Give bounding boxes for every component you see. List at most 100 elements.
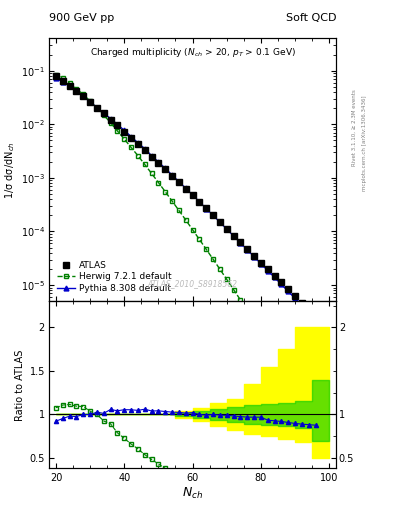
Pythia 8.308 default bbox=[306, 309, 311, 315]
Herwig 7.2.1 default bbox=[211, 256, 215, 262]
ATLAS bbox=[286, 286, 290, 292]
Y-axis label: Ratio to ATLAS: Ratio to ATLAS bbox=[15, 349, 26, 420]
Pythia 8.308 default bbox=[136, 140, 140, 146]
ATLAS bbox=[61, 78, 65, 84]
ATLAS bbox=[88, 99, 92, 105]
Pythia 8.308 default bbox=[101, 110, 106, 116]
ATLAS bbox=[142, 147, 147, 153]
ATLAS bbox=[129, 135, 134, 141]
Herwig 7.2.1 default bbox=[170, 198, 174, 204]
Pythia 8.308 default bbox=[156, 159, 161, 165]
Pythia 8.308 default bbox=[74, 89, 79, 95]
ATLAS bbox=[190, 193, 195, 199]
Herwig 7.2.1 default bbox=[218, 266, 222, 272]
Herwig 7.2.1 default bbox=[293, 380, 298, 386]
Pythia 8.308 default bbox=[279, 281, 284, 287]
ATLAS bbox=[279, 280, 284, 286]
ATLAS bbox=[108, 117, 113, 123]
ATLAS bbox=[245, 246, 250, 252]
ATLAS bbox=[156, 160, 161, 166]
Pythia 8.308 default bbox=[142, 145, 147, 152]
Pythia 8.308 default bbox=[204, 205, 209, 211]
Herwig 7.2.1 default bbox=[53, 72, 58, 78]
Herwig 7.2.1 default bbox=[115, 128, 120, 134]
Herwig 7.2.1 default bbox=[95, 105, 99, 111]
ATLAS bbox=[136, 141, 140, 147]
Pythia 8.308 default bbox=[81, 93, 86, 99]
ATLAS bbox=[170, 173, 174, 179]
Herwig 7.2.1 default bbox=[67, 80, 72, 87]
ATLAS bbox=[176, 179, 181, 185]
Pythia 8.308 default bbox=[231, 233, 236, 239]
Legend: ATLAS, Herwig 7.2.1 default, Pythia 8.308 default: ATLAS, Herwig 7.2.1 default, Pythia 8.30… bbox=[53, 257, 175, 297]
Pythia 8.308 default bbox=[197, 199, 202, 205]
ATLAS bbox=[163, 166, 167, 173]
Y-axis label: 1/σ dσ/dN$_{ch}$: 1/σ dσ/dN$_{ch}$ bbox=[3, 141, 17, 199]
Pythia 8.308 default bbox=[149, 153, 154, 159]
Herwig 7.2.1 default bbox=[61, 75, 65, 81]
Herwig 7.2.1 default bbox=[245, 307, 250, 313]
Pythia 8.308 default bbox=[95, 104, 99, 111]
Herwig 7.2.1 default bbox=[101, 112, 106, 118]
Herwig 7.2.1 default bbox=[81, 91, 86, 97]
ATLAS bbox=[122, 129, 127, 135]
Pythia 8.308 default bbox=[190, 192, 195, 198]
Pythia 8.308 default bbox=[224, 226, 229, 232]
Pythia 8.308 default bbox=[259, 261, 263, 267]
ATLAS bbox=[313, 313, 318, 319]
Pythia 8.308 default bbox=[115, 121, 120, 127]
Herwig 7.2.1 default bbox=[204, 246, 209, 252]
Herwig 7.2.1 default bbox=[136, 153, 140, 159]
Pythia 8.308 default bbox=[265, 267, 270, 273]
Herwig 7.2.1 default bbox=[252, 317, 256, 324]
Herwig 7.2.1 default bbox=[259, 328, 263, 334]
Text: ATLAS_2010_S8918562: ATLAS_2010_S8918562 bbox=[147, 279, 238, 288]
ATLAS bbox=[252, 253, 256, 259]
ATLAS bbox=[184, 185, 188, 191]
Pythia 8.308 default bbox=[67, 83, 72, 90]
X-axis label: $N_{ch}$: $N_{ch}$ bbox=[182, 485, 203, 501]
Pythia 8.308 default bbox=[252, 253, 256, 260]
Herwig 7.2.1 default bbox=[122, 136, 127, 142]
Herwig 7.2.1 default bbox=[74, 86, 79, 92]
ATLAS bbox=[115, 122, 120, 129]
Pythia 8.308 default bbox=[61, 79, 65, 85]
Herwig 7.2.1 default bbox=[279, 359, 284, 365]
Line: Herwig 7.2.1 default: Herwig 7.2.1 default bbox=[53, 72, 325, 426]
Herwig 7.2.1 default bbox=[306, 400, 311, 407]
ATLAS bbox=[224, 226, 229, 232]
Pythia 8.308 default bbox=[293, 295, 298, 302]
Herwig 7.2.1 default bbox=[197, 237, 202, 243]
Pythia 8.308 default bbox=[170, 172, 174, 178]
Text: 900 GeV pp: 900 GeV pp bbox=[49, 13, 114, 23]
Text: mcplots.cern.ch [arXiv:1306.3436]: mcplots.cern.ch [arXiv:1306.3436] bbox=[362, 96, 367, 191]
Herwig 7.2.1 default bbox=[224, 276, 229, 283]
Pythia 8.308 default bbox=[122, 127, 127, 134]
Herwig 7.2.1 default bbox=[156, 179, 161, 185]
ATLAS bbox=[218, 219, 222, 225]
Herwig 7.2.1 default bbox=[231, 287, 236, 293]
Pythia 8.308 default bbox=[245, 247, 250, 253]
ATLAS bbox=[197, 199, 202, 205]
ATLAS bbox=[306, 307, 311, 313]
ATLAS bbox=[81, 93, 86, 99]
Herwig 7.2.1 default bbox=[184, 217, 188, 223]
Pythia 8.308 default bbox=[286, 288, 290, 294]
Pythia 8.308 default bbox=[272, 274, 277, 281]
Pythia 8.308 default bbox=[129, 134, 134, 140]
Herwig 7.2.1 default bbox=[272, 348, 277, 354]
ATLAS bbox=[211, 212, 215, 219]
ATLAS bbox=[67, 83, 72, 89]
Herwig 7.2.1 default bbox=[190, 227, 195, 233]
ATLAS bbox=[95, 105, 99, 111]
Herwig 7.2.1 default bbox=[149, 170, 154, 177]
Pythia 8.308 default bbox=[176, 179, 181, 185]
Text: Charged multiplicity ($N_{ch}$ > 20, $p_{T}$ > 0.1 GeV): Charged multiplicity ($N_{ch}$ > 20, $p_… bbox=[90, 46, 296, 59]
Herwig 7.2.1 default bbox=[265, 338, 270, 344]
Pythia 8.308 default bbox=[313, 316, 318, 323]
ATLAS bbox=[238, 239, 243, 245]
Herwig 7.2.1 default bbox=[88, 98, 92, 104]
ATLAS bbox=[101, 110, 106, 116]
Line: Pythia 8.308 default: Pythia 8.308 default bbox=[53, 76, 318, 322]
ATLAS bbox=[272, 272, 277, 279]
